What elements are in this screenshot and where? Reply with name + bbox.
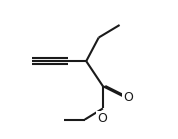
Text: O: O [97,112,107,125]
Text: O: O [123,91,133,105]
